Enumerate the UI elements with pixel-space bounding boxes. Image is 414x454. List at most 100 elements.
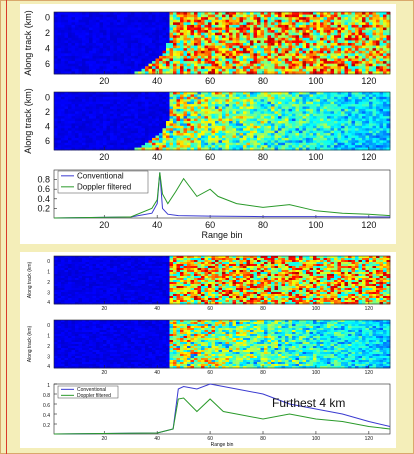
heatmap-cell — [204, 140, 209, 144]
heatmap-cell — [145, 135, 149, 139]
heatmap-cell — [57, 30, 62, 34]
heatmap-cell — [323, 45, 328, 49]
heatmap-cell — [369, 99, 373, 103]
heatmap-cell — [369, 63, 373, 67]
heatmap-cell — [362, 123, 366, 127]
heatmap-cell — [243, 63, 247, 67]
heatmap-cell — [54, 17, 58, 21]
heatmap-cell — [351, 121, 356, 124]
heatmap-cell — [274, 14, 279, 18]
heatmap-cell — [134, 99, 139, 103]
heatmap-cell — [365, 55, 370, 59]
heatmap-cell — [82, 66, 86, 70]
heatmap-cell — [190, 17, 195, 21]
heatmap-cell — [253, 106, 258, 110]
heatmap-cell — [78, 32, 83, 36]
heatmap-cell — [330, 63, 335, 67]
heatmap-cell — [376, 145, 380, 148]
heatmap-cell — [257, 43, 261, 46]
heatmap-cell — [257, 35, 261, 39]
heatmap-cell — [250, 104, 254, 107]
heatmap-cell — [351, 17, 356, 21]
heatmap-cell — [78, 48, 83, 52]
heatmap-cell — [141, 55, 146, 59]
heatmap-cell — [124, 32, 128, 36]
heatmap-cell — [82, 61, 86, 65]
heatmap-cell — [82, 58, 86, 62]
heatmap-cell — [313, 108, 317, 112]
heatmap-cell — [344, 43, 349, 46]
heatmap-cell — [351, 55, 356, 59]
heatmap-cell — [379, 35, 384, 39]
heatmap-cell — [124, 121, 128, 124]
heatmap-cell — [334, 50, 338, 54]
heatmap-cell — [75, 145, 79, 148]
heatmap-cell — [267, 113, 272, 117]
heatmap-cell — [341, 24, 345, 28]
heatmap-cell — [208, 116, 212, 119]
heatmap-cell — [285, 130, 289, 134]
heatmap-cell — [274, 104, 279, 107]
heatmap-cell — [106, 137, 111, 141]
heatmap-cell — [372, 27, 377, 31]
heatmap-cell — [85, 92, 90, 95]
heatmap-cell — [302, 45, 307, 49]
heatmap-cell — [309, 68, 314, 72]
heatmap-cell — [138, 133, 142, 136]
heatmap-cell — [218, 45, 223, 49]
heatmap-cell — [148, 108, 153, 112]
heatmap-cell — [250, 125, 254, 129]
heatmap-cell — [155, 12, 160, 15]
heatmap-cell — [106, 101, 111, 105]
heatmap-cell — [155, 40, 160, 44]
heatmap-cell — [117, 123, 121, 127]
heatmap-cell — [309, 17, 314, 21]
heatmap-cell — [71, 298, 76, 301]
heatmap-cell — [299, 27, 303, 31]
heatmap-cell — [138, 55, 142, 59]
heatmap-cell — [292, 30, 296, 34]
heatmap-cell — [383, 140, 387, 144]
heatmap-cell — [246, 106, 251, 110]
heatmap-cell — [169, 27, 174, 31]
heatmap-cell — [187, 66, 191, 70]
heatmap-cell — [61, 106, 65, 110]
heatmap-cell — [190, 19, 195, 23]
heatmap-cell — [152, 24, 156, 28]
heatmap-cell — [316, 14, 321, 18]
heatmap-cell — [229, 53, 233, 57]
heatmap-cell — [372, 106, 377, 110]
heatmap-cell — [330, 92, 335, 95]
heatmap-cell — [295, 71, 300, 75]
heatmap-cell — [267, 92, 272, 95]
heatmap-cell — [82, 286, 86, 289]
heatmap-cell — [239, 133, 244, 136]
heatmap-cell — [309, 24, 314, 28]
heatmap-cell — [106, 30, 111, 34]
heatmap-cell — [141, 40, 146, 44]
y-tick-label: 0 — [45, 92, 50, 102]
heatmap-cell — [281, 108, 286, 112]
heatmap-cell — [355, 94, 359, 98]
heatmap-cell — [61, 48, 65, 52]
heatmap-cell — [103, 123, 107, 127]
heatmap-cell — [253, 123, 258, 127]
heatmap-cell — [78, 58, 83, 62]
heatmap-cell — [148, 116, 153, 119]
heatmap-cell — [211, 40, 216, 44]
heatmap-cell — [274, 130, 279, 134]
heatmap-cell — [313, 147, 317, 151]
heatmap-cell — [383, 113, 387, 117]
heatmap-cell — [201, 53, 205, 57]
heatmap-cell — [134, 116, 139, 119]
heatmap-cell — [120, 37, 125, 41]
heatmap-cell — [57, 121, 62, 124]
heatmap-cell — [295, 58, 300, 62]
heatmap-cell — [134, 40, 139, 44]
heatmap-cell — [362, 24, 366, 28]
heatmap-cell — [229, 63, 233, 67]
heatmap-cell — [243, 128, 247, 132]
heatmap-cell — [330, 48, 335, 52]
heatmap-cell — [309, 22, 314, 26]
heatmap-cell — [320, 140, 324, 144]
